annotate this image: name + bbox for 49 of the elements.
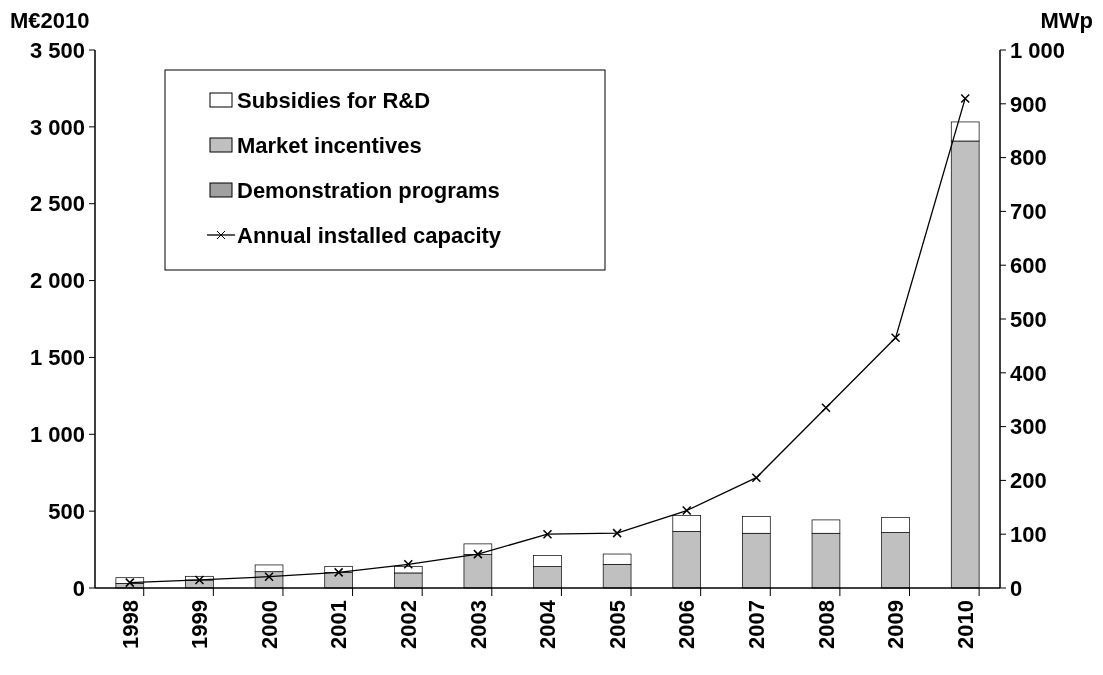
- legend-label: Subsidies for R&D: [237, 87, 431, 113]
- point: [403, 559, 414, 570]
- x-tick-label: 2008: [813, 600, 839, 649]
- point: [125, 577, 135, 588]
- y2-tick-label: 0: [1010, 575, 1023, 601]
- y2-tick-label: 1 000: [1010, 37, 1066, 63]
- point: [612, 528, 622, 538]
- point: [960, 93, 970, 104]
- x-tick-label: 2003: [465, 600, 491, 649]
- y2-tick-label: 300: [1010, 414, 1047, 440]
- x-tick-label: 2010: [952, 600, 978, 649]
- point: [194, 575, 205, 585]
- point: [542, 529, 553, 539]
- x-tick-label: 2009: [883, 600, 909, 649]
- x-tick-label: 1999: [187, 600, 213, 649]
- point: [821, 403, 831, 413]
- x-tick-label: 2004: [535, 599, 561, 649]
- y2-axis-title: MWp: [1040, 8, 1093, 33]
- y2-tick-label: 700: [1010, 199, 1047, 225]
- legend-label: Annual installed capacity: [237, 222, 502, 248]
- point: [333, 567, 344, 578]
- point: [751, 472, 762, 483]
- y-tick-label: 3 500: [29, 37, 85, 63]
- x-tick-label: 2001: [326, 600, 352, 649]
- y-tick-label: 1 000: [29, 421, 85, 447]
- x-tick-label: 1998: [117, 600, 143, 649]
- legend-label: Market incentives: [237, 132, 422, 158]
- y2-tick-label: 800: [1010, 145, 1047, 171]
- x-tick-label: 2005: [604, 600, 630, 649]
- y-tick-label: 1 500: [29, 345, 85, 371]
- y-tick-label: 2 000: [29, 268, 85, 294]
- y-tick-label: 3 000: [29, 114, 85, 140]
- y2-tick-label: 200: [1010, 468, 1047, 494]
- y-tick-label: 2 500: [29, 191, 85, 217]
- x-tick-label: 2000: [256, 600, 282, 649]
- y2-tick-label: 900: [1010, 91, 1047, 117]
- y2-tick-label: 400: [1010, 360, 1047, 386]
- y-axis-title: M€2010: [10, 8, 90, 33]
- y-tick-label: 0: [72, 575, 85, 601]
- x-tick-label: 2006: [674, 600, 700, 649]
- point: [681, 505, 692, 516]
- x-tick-label: 2002: [395, 600, 421, 649]
- y2-tick-label: 100: [1010, 521, 1047, 547]
- x-tick-label: 2007: [744, 600, 770, 649]
- y2-tick-label: 500: [1010, 306, 1047, 332]
- point: [890, 333, 901, 343]
- legend-label: Demonstration programs: [237, 177, 500, 203]
- y-tick-label: 500: [48, 498, 85, 524]
- y2-tick-label: 600: [1010, 252, 1047, 278]
